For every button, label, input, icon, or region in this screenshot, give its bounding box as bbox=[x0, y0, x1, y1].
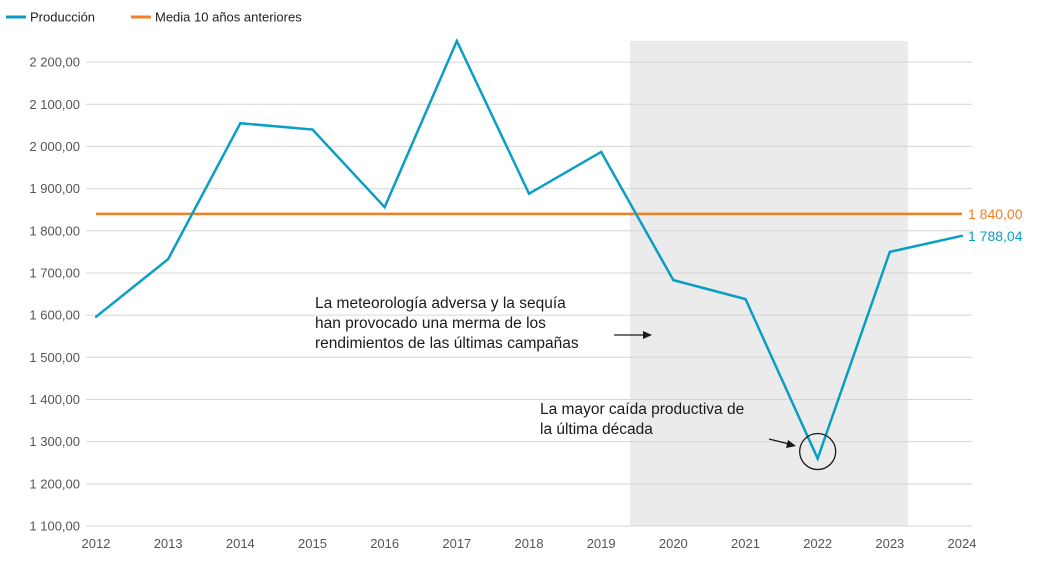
x-tick-label: 2019 bbox=[587, 536, 616, 551]
production-end-label: 1 788,04 bbox=[968, 228, 1023, 244]
y-tick-label: 1 500,00 bbox=[29, 350, 80, 365]
annotation-drought-line-1: La meteorología adversa y la sequía bbox=[315, 295, 566, 312]
x-tick-label: 2014 bbox=[226, 536, 255, 551]
x-tick-label: 2017 bbox=[442, 536, 471, 551]
y-tick-label: 1 700,00 bbox=[29, 265, 80, 280]
annotation-drop-arrowhead bbox=[786, 440, 796, 448]
drought-period-shading bbox=[630, 41, 908, 526]
annotation-drought-line-3: rendimientos de las últimas campañas bbox=[315, 335, 579, 352]
production-point bbox=[744, 297, 747, 301]
production-point bbox=[527, 192, 531, 195]
x-tick-label: 2016 bbox=[370, 536, 399, 551]
y-tick-label: 1 300,00 bbox=[29, 434, 80, 449]
production-point bbox=[672, 278, 675, 282]
x-tick-label: 2018 bbox=[515, 536, 544, 551]
x-tick-label: 2012 bbox=[82, 536, 111, 551]
annotation-drop-circle bbox=[799, 432, 837, 471]
x-tick-label: 2013 bbox=[154, 536, 183, 551]
production-point bbox=[166, 257, 170, 261]
y-tick-label: 1 400,00 bbox=[29, 392, 80, 407]
production-point bbox=[311, 128, 314, 131]
x-tick-label: 2024 bbox=[948, 536, 977, 551]
production-point bbox=[455, 39, 459, 43]
production-points bbox=[94, 39, 964, 460]
gridlines bbox=[86, 61, 972, 527]
annotation-drought-line-2: han provocado una merma de los bbox=[315, 315, 546, 332]
x-tick-label: 2023 bbox=[875, 536, 904, 551]
legend-label-media: Media 10 años anteriores bbox=[155, 10, 302, 25]
x-tick-label: 2022 bbox=[803, 536, 832, 551]
production-point bbox=[599, 150, 603, 154]
y-tick-label: 1 600,00 bbox=[29, 308, 80, 323]
production-point bbox=[383, 205, 386, 209]
y-tick-label: 2 200,00 bbox=[29, 55, 80, 70]
production-point bbox=[960, 234, 964, 238]
annotation-biggest-drop: La mayor caída productiva de la última d… bbox=[540, 401, 837, 471]
y-tick-label: 1 900,00 bbox=[29, 181, 80, 196]
annotation-drought: La meteorología adversa y la sequía han … bbox=[315, 295, 652, 352]
production-point bbox=[94, 315, 98, 319]
x-tick-label: 2020 bbox=[659, 536, 688, 551]
legend: Producción Media 10 años anteriores bbox=[6, 10, 302, 25]
x-tick-label: 2015 bbox=[298, 536, 327, 551]
annotation-drop-line-1: La mayor caída productiva de bbox=[540, 401, 744, 418]
production-point bbox=[816, 457, 819, 460]
production-point bbox=[888, 250, 892, 254]
average-end-label: 1 840,00 bbox=[968, 206, 1023, 222]
production-point bbox=[239, 122, 242, 125]
y-tick-label: 1 200,00 bbox=[29, 476, 80, 491]
x-tick-label: 2021 bbox=[731, 536, 760, 551]
annotation-drop-arrow bbox=[768, 438, 790, 445]
annotation-drop-line-2: la última década bbox=[540, 421, 653, 438]
y-tick-label: 2 000,00 bbox=[29, 139, 80, 154]
x-axis-tick-labels: 2012 2013 2014 2015 2016 2017 2018 2019 2020 2021… bbox=[82, 536, 977, 551]
y-tick-label: 1 100,00 bbox=[29, 519, 80, 534]
y-axis-tick-labels: 1 100,00 1 200,00 1 300,00 1 400,00 1 500,00… bbox=[29, 55, 80, 534]
legend-label-produccion: Producción bbox=[30, 10, 95, 25]
y-tick-label: 1 800,00 bbox=[29, 223, 80, 238]
annotation-drought-arrowhead bbox=[643, 331, 652, 339]
y-tick-label: 2 100,00 bbox=[29, 97, 80, 112]
